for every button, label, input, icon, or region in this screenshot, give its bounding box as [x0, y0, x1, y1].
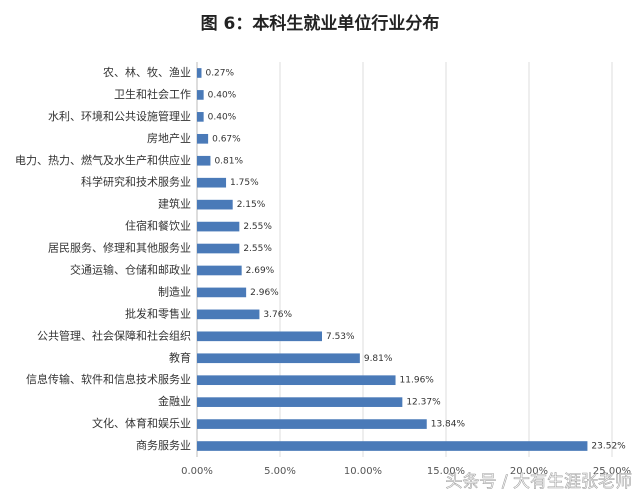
value-label: 0.81%: [214, 156, 243, 166]
value-label: 2.15%: [237, 200, 266, 210]
y-tick-label: 商务服务业: [136, 438, 191, 452]
x-tick-label: 0.00%: [181, 466, 213, 477]
value-label: 2.55%: [243, 222, 272, 232]
x-tick-label: 20.00%: [510, 466, 548, 477]
bar: [197, 287, 247, 298]
y-tick-label: 房地产业: [147, 131, 191, 145]
bar: [197, 155, 211, 166]
value-label: 23.52%: [591, 442, 626, 452]
x-tick-label: 25.00%: [593, 466, 631, 477]
bar: [197, 221, 240, 232]
y-tick-label: 水利、环境和公共设施管理业: [48, 109, 191, 123]
x-tick-label: 5.00%: [264, 466, 296, 477]
y-tick-label: 教育: [169, 350, 191, 364]
y-tick-label: 制造业: [158, 284, 191, 298]
value-label: 0.27%: [205, 68, 234, 78]
bar: [197, 112, 204, 122]
bar: [197, 397, 403, 407]
y-tick-label: 公共管理、社会保障和社会组织: [37, 328, 191, 342]
value-label: 1.75%: [230, 178, 259, 188]
bar: [197, 419, 427, 429]
bar: [197, 309, 260, 320]
watermark: 头条号 / 大有生涯张老师: [445, 472, 632, 492]
y-tick-label: 电力、热力、燃气及水生产和供应业: [15, 153, 191, 167]
y-tick-label: 农、林、牧、渔业: [103, 65, 191, 79]
chart-title: 图 6：本科生就业单位行业分布: [201, 13, 440, 34]
value-label: 0.67%: [212, 134, 241, 144]
y-tick-label: 卫生和社会工作: [114, 87, 191, 101]
y-tick-label: 建筑业: [158, 197, 191, 211]
bar: [197, 243, 240, 254]
value-label: 7.53%: [326, 332, 355, 342]
bar: [197, 199, 233, 210]
bar: [197, 265, 242, 276]
value-label: 2.55%: [243, 244, 272, 254]
value-label: 0.40%: [208, 90, 237, 100]
x-tick-label: 10.00%: [344, 466, 382, 477]
bar: [197, 375, 396, 386]
value-label: 0.40%: [208, 112, 237, 122]
bar: [197, 177, 227, 188]
bar: [197, 331, 322, 342]
y-tick-label: 交通运输、仓储和邮政业: [70, 262, 191, 276]
value-label: 11.96%: [400, 376, 435, 386]
value-label: 2.69%: [246, 266, 275, 276]
value-label: 13.84%: [431, 420, 466, 430]
y-tick-label: 批发和零售业: [125, 306, 191, 320]
bar: [197, 441, 588, 451]
y-tick-label: 居民服务、修理和其他服务业: [48, 241, 191, 255]
bar: [197, 133, 209, 144]
value-label: 12.37%: [406, 398, 441, 408]
bar: [197, 68, 202, 78]
bar: [197, 90, 204, 100]
y-tick-label: 文化、体育和娱乐业: [92, 416, 191, 430]
x-tick-label: 15.00%: [427, 466, 465, 477]
value-label: 3.76%: [263, 310, 292, 320]
y-tick-label: 金融业: [158, 394, 191, 408]
y-tick-label: 科学研究和技术服务业: [81, 175, 191, 189]
value-label: 2.96%: [250, 288, 279, 298]
y-tick-label: 住宿和餐饮业: [125, 219, 191, 233]
value-label: 9.81%: [364, 354, 393, 364]
y-tick-label: 信息传输、软件和信息技术服务业: [26, 372, 191, 386]
bar: [197, 353, 360, 364]
